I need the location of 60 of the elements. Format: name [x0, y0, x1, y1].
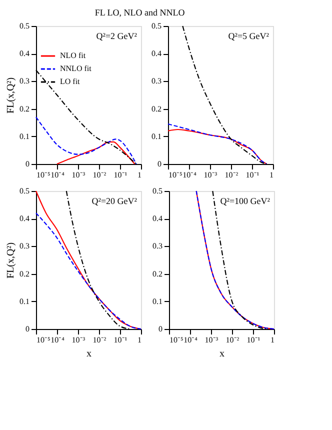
y-tick-label: 0.2 [152, 104, 162, 114]
x-tick-label: 10⁻¹ [114, 170, 128, 180]
x-tick-label: 10⁻⁴ [50, 336, 65, 344]
y-tick-label: 0.2 [20, 269, 30, 278]
legend-label: NLO fit [60, 51, 86, 60]
annotation: Q²=5 GeV² [228, 31, 270, 41]
x-tick-label: 10⁻⁴ [184, 336, 198, 344]
y-tick-label: 0.5 [20, 186, 30, 196]
y-tick-label: 0.4 [152, 214, 162, 224]
annotation: Q²=100 GeV² [220, 196, 270, 206]
y-tick-label: 0.1 [152, 132, 162, 141]
y-tick-label: 0.4 [20, 49, 30, 58]
x-tick-label: 10⁻³ [72, 336, 86, 344]
y-tick-label: 0.3 [152, 76, 162, 86]
x-tick-label: 10⁻⁵ [170, 336, 184, 344]
x-tick-label: 1 [270, 170, 274, 180]
x-axis-title: x [220, 348, 224, 360]
y-tick-label: 0.1 [20, 296, 30, 306]
x-tick-label: 10⁻⁴ [50, 170, 65, 180]
x-tick-label: 10⁻² [224, 170, 239, 180]
x-tick-label: 10⁻³ [72, 170, 86, 180]
x-tick-label: 10⁻⁵ [36, 336, 50, 344]
annotation: Q²=20 GeV² [92, 196, 138, 206]
y-tick-label: 0 [158, 160, 162, 168]
x-tick-label: 10⁻² [226, 336, 240, 344]
x-axis-title: x [86, 348, 92, 360]
x-tick-label: 10⁻² [92, 170, 107, 180]
legend-label: NNLO fit [60, 64, 92, 73]
y-axis-title: FL(x,Q²) [6, 242, 16, 279]
legend-label: LO fit [60, 77, 81, 86]
x-tick-label: 10⁻¹ [114, 336, 128, 344]
x-tick-label: 10⁻³ [204, 170, 218, 180]
y-tick-label: 0.5 [152, 22, 162, 30]
annotation: Q²=2 GeV² [96, 31, 138, 41]
y-tick-label: 0.1 [152, 296, 162, 306]
x-tick-label: 10⁻¹ [246, 170, 260, 180]
y-tick-label: 0.2 [152, 269, 162, 278]
y-tick-label: 0.2 [20, 104, 30, 114]
x-tick-label: 10⁻⁵ [168, 170, 182, 180]
x-tick-label: 1 [138, 170, 142, 180]
y-tick-label: 0.1 [20, 132, 30, 141]
x-tick-label: 10⁻² [92, 336, 107, 344]
x-tick-label: 10⁻¹ [246, 336, 261, 344]
y-tick-label: 0.4 [152, 49, 162, 58]
y-tick-label: 0.5 [20, 22, 30, 30]
y-tick-label: 0.3 [152, 242, 162, 251]
y-tick-label: 0.5 [152, 186, 162, 196]
x-tick-label: 1 [270, 336, 274, 344]
y-tick-label: 0.4 [20, 214, 30, 224]
x-tick-label: 10⁻³ [204, 336, 219, 344]
chart-title: FL LO, NLO and NNLO [94, 8, 186, 18]
x-tick-label: 1 [138, 336, 142, 344]
x-tick-label: 10⁻⁵ [36, 170, 50, 180]
y-tick-label: 0.3 [20, 76, 30, 86]
x-tick-label: 10⁻⁴ [182, 170, 197, 180]
y-tick-label: 0 [26, 160, 30, 168]
y-tick-label: 0 [158, 324, 162, 334]
y-axis-title: FL(x,Q²) [6, 77, 16, 114]
y-tick-label: 0 [26, 324, 30, 334]
y-tick-label: 0.3 [20, 242, 30, 251]
